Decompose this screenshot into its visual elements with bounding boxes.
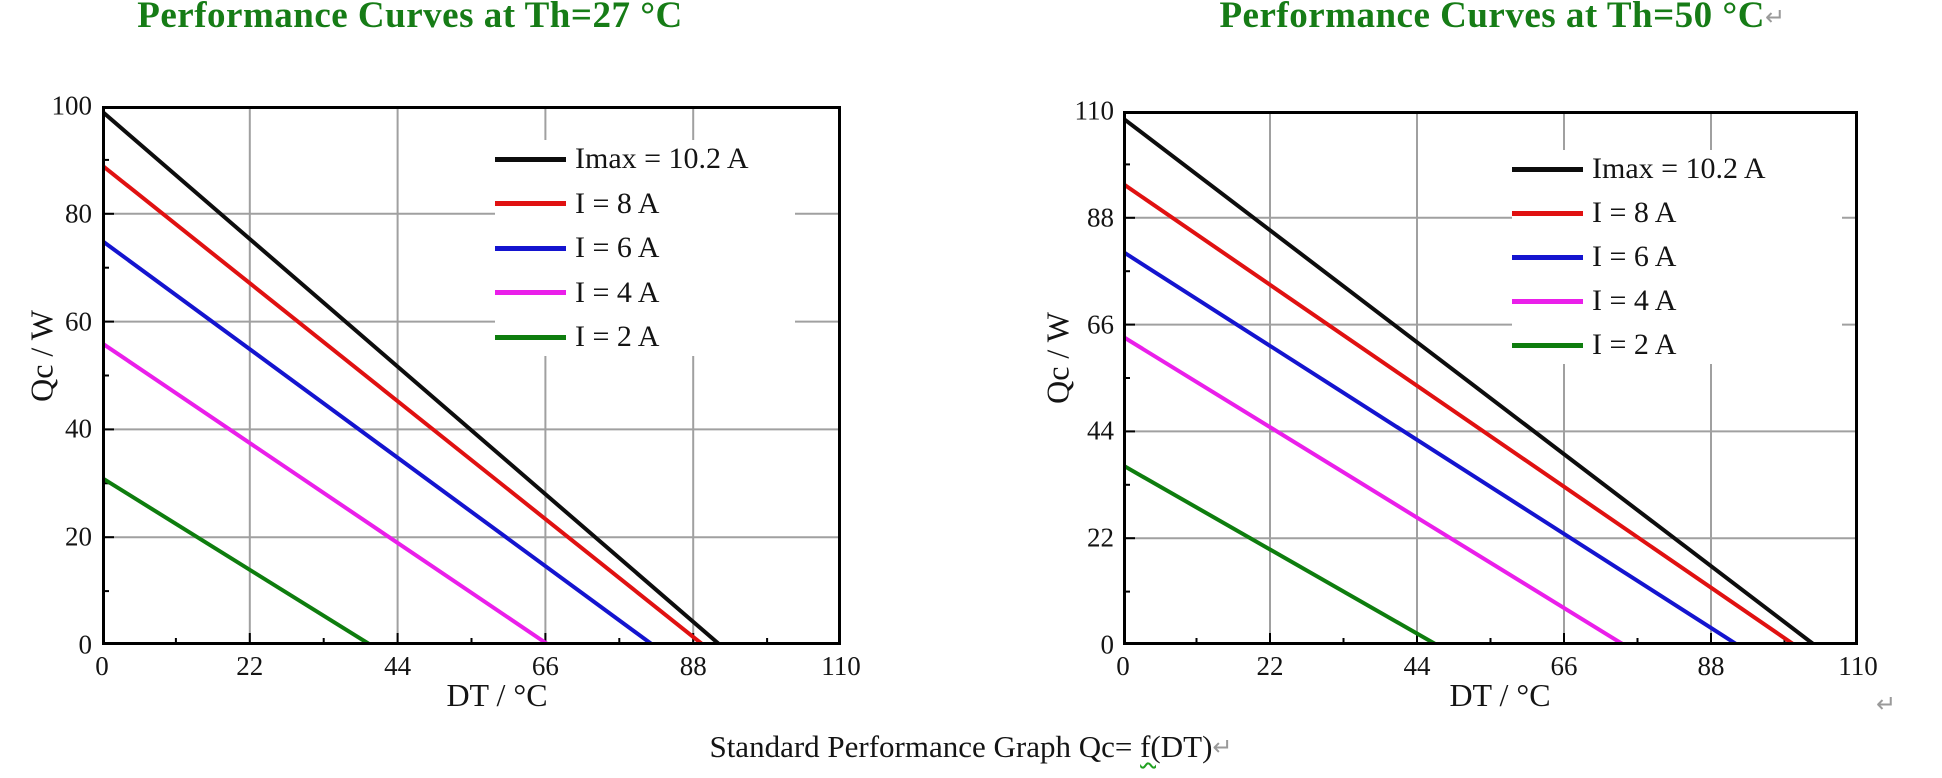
figure-caption: Standard Performance Graph Qc= f(DT)↵ xyxy=(0,729,1942,765)
paragraph-return-mark: ↵ xyxy=(1876,692,1897,718)
legend-item-label: I = 6 A xyxy=(1592,240,1677,273)
chart-title-text: Performance Curves at Th=50 °C xyxy=(1219,0,1765,36)
legend-item: I = 2 A xyxy=(1512,328,1842,362)
paragraph-return-mark: ↵ xyxy=(1212,735,1233,761)
series-line-3 xyxy=(1123,335,1626,645)
legend-item: I = 8 A xyxy=(495,187,795,221)
caption-text-pre: Standard Performance Graph Qc= xyxy=(709,729,1141,764)
legend-item-label: Imax = 10.2 A xyxy=(575,142,749,175)
series-line-3 xyxy=(102,341,550,645)
y-tick-label: 40 xyxy=(65,413,92,444)
series-line-2 xyxy=(102,239,655,645)
x-axis-label-text: DT / °C xyxy=(1449,677,1551,713)
legend-item-label: I = 4 A xyxy=(575,275,660,309)
plot-area-th50: Imax = 10.2 A I = 8 A I = 6 A I = 4 A I = 2 … xyxy=(1123,111,1858,645)
caption-text-spellcheck: f( xyxy=(1140,729,1161,764)
x-tick-label: 22 xyxy=(1256,651,1284,681)
x-tick-label: 0 xyxy=(95,651,109,681)
x-tick-label: 44 xyxy=(1403,651,1431,681)
legend-item-label: I = 8 A xyxy=(1592,196,1677,229)
legend-item-label: I = 2 A xyxy=(1592,328,1677,361)
legend: Imax = 10.2 A I = 8 A I = 6 A I = 4 A I = 2 … xyxy=(495,140,795,356)
y-tick-label: 22 xyxy=(1087,522,1114,553)
y-tick-labels: 0 22 44 66 88 110 xyxy=(1066,96,1115,660)
y-tick-label: 88 xyxy=(1087,202,1114,233)
y-tick-label: 66 xyxy=(1087,309,1114,340)
legend: Imax = 10.2 A I = 8 A I = 6 A I = 4 A I = 2 … xyxy=(1512,150,1842,364)
legend-item-label: I = 2 A xyxy=(575,320,660,353)
legend-item-label: I = 6 A xyxy=(575,231,660,264)
legend-item: I = 8 A xyxy=(1512,196,1842,230)
x-tick-label: 66 xyxy=(1550,651,1578,681)
legend-item: I = 4 A xyxy=(495,276,795,310)
legend-line-sample xyxy=(1512,298,1583,304)
x-axis-label: DT / °C xyxy=(102,677,892,714)
series-line-0 xyxy=(1123,116,1816,645)
x-tick-label: 44 xyxy=(384,651,412,681)
legend-line-sample xyxy=(1512,210,1583,216)
series-line-0 xyxy=(102,109,722,645)
plot-border xyxy=(1123,111,1858,645)
x-tick-label: 22 xyxy=(236,651,264,681)
plot-area-th27: Imax = 10.2 A I = 8 A I = 6 A I = 4 A I = 2 … xyxy=(102,106,841,645)
series-line-4 xyxy=(1123,463,1439,645)
legend-item-label: Imax = 10.2 A xyxy=(1592,152,1766,185)
legend-item: Imax = 10.2 A xyxy=(1512,152,1842,186)
x-axis-label: DT / °C xyxy=(1123,677,1877,714)
legend-item: I = 6 A xyxy=(1512,240,1842,274)
series-line-4 xyxy=(102,476,372,645)
legend-line-sample xyxy=(495,245,566,251)
legend-item: Imax = 10.2 A xyxy=(495,142,795,176)
legend-line-sample xyxy=(495,201,566,206)
x-tick-label: 110 xyxy=(821,651,861,681)
legend-line-sample xyxy=(1512,254,1583,260)
y-tick-label: 80 xyxy=(65,198,92,229)
plot-border xyxy=(102,106,841,645)
x-tick-labels: 0 22 44 66 88 110 xyxy=(95,651,861,687)
x-tick-label: 0 xyxy=(1116,651,1130,681)
y-tick-label: 0 xyxy=(1100,629,1115,660)
y-tick-labels: 0 20 40 60 80 100 xyxy=(44,91,93,660)
series-line-2 xyxy=(1123,250,1739,645)
legend-item-label: I = 8 A xyxy=(575,186,660,220)
legend-item: I = 2 A xyxy=(495,320,795,354)
legend-line-sample xyxy=(495,334,566,340)
legend-item-label: I = 4 A xyxy=(1592,284,1677,317)
y-tick-label: 44 xyxy=(1087,415,1114,446)
y-tick-label: 110 xyxy=(1074,95,1115,126)
series-line-1 xyxy=(1123,182,1796,645)
x-axis-label-text: DT / °C xyxy=(446,677,548,713)
y-tick-label: 60 xyxy=(65,306,92,337)
caption-text-post: DT) xyxy=(1160,729,1213,764)
chart-title-th50: Performance Curves at Th=50 °C↵ xyxy=(1130,0,1875,37)
chart-title-text: Performance Curves at Th=27 °C xyxy=(137,0,683,36)
chart-title-th27: Performance Curves at Th=27 °C xyxy=(40,0,780,37)
x-tick-label: 66 xyxy=(531,651,559,681)
x-tick-labels: 0 22 44 66 88 110 xyxy=(1116,651,1878,687)
legend-line-sample xyxy=(1512,166,1583,172)
x-tick-label: 88 xyxy=(1697,651,1725,681)
x-tick-label: 88 xyxy=(679,651,707,681)
legend-item: I = 6 A xyxy=(495,231,795,265)
paragraph-return-mark: ↵ xyxy=(1764,5,1786,31)
y-tick-label: 100 xyxy=(51,90,93,121)
legend-line-sample xyxy=(495,290,566,295)
legend-item: I = 4 A xyxy=(1512,284,1842,318)
legend-line-sample xyxy=(495,156,566,162)
legend-line-sample xyxy=(1512,342,1583,348)
y-tick-label: 20 xyxy=(65,521,92,552)
y-tick-label: 0 xyxy=(78,629,93,660)
series-line-1 xyxy=(102,163,705,645)
x-tick-label: 110 xyxy=(1838,651,1878,681)
